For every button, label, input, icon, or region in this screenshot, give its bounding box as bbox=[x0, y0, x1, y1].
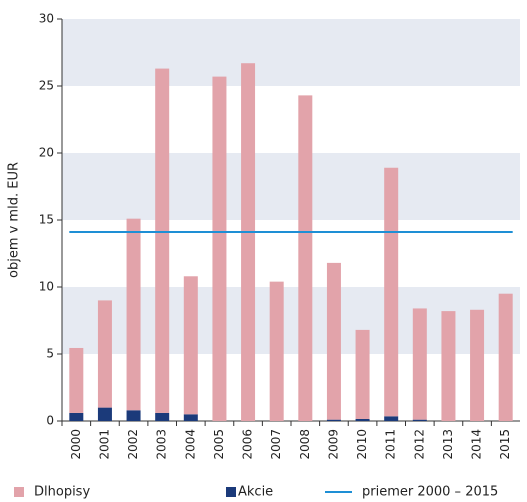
y-tick-label: 5 bbox=[46, 347, 54, 361]
legend-label: priemer 2000 – 2015 bbox=[362, 485, 498, 500]
bar-segment bbox=[97, 407, 112, 421]
y-axis-label: objem v mld. EUR bbox=[7, 162, 22, 278]
bar-segment bbox=[441, 311, 456, 421]
grid-band bbox=[62, 19, 520, 86]
legend-label: Dlhopisy bbox=[34, 485, 90, 500]
legend-label: Akcie bbox=[238, 485, 273, 500]
y-tick-label: 25 bbox=[39, 79, 54, 93]
bar-segment bbox=[384, 167, 399, 417]
legend-swatch bbox=[226, 487, 236, 497]
y-tick-label: 10 bbox=[39, 280, 54, 294]
bar-segment bbox=[470, 309, 485, 421]
y-tick-label: 0 bbox=[46, 414, 54, 428]
bar-segment bbox=[269, 281, 284, 421]
x-tick-label: 2003 bbox=[155, 429, 169, 460]
bar-segment bbox=[97, 300, 112, 408]
y-tick-label: 20 bbox=[39, 146, 54, 160]
x-tick-label: 2005 bbox=[212, 429, 226, 460]
x-tick-label: 2010 bbox=[355, 429, 369, 460]
x-tick-label: 2014 bbox=[470, 429, 484, 460]
bar-segment bbox=[69, 412, 84, 421]
x-tick-label: 2008 bbox=[298, 429, 312, 460]
bar-segment bbox=[412, 419, 427, 421]
bar-segment bbox=[355, 329, 370, 419]
bar-segment bbox=[126, 218, 141, 411]
bar-segment bbox=[69, 347, 84, 413]
bar-segment bbox=[126, 410, 141, 421]
x-tick-label: 2004 bbox=[183, 429, 197, 460]
grid-band bbox=[62, 153, 520, 220]
x-tick-label: 2006 bbox=[241, 429, 255, 460]
x-tick-label: 2007 bbox=[269, 429, 283, 460]
x-tick-label: 2012 bbox=[412, 429, 426, 460]
legend-swatch bbox=[14, 487, 24, 497]
bar-segment bbox=[298, 95, 313, 421]
bar-segment bbox=[412, 308, 427, 420]
x-tick-label: 2015 bbox=[498, 429, 512, 460]
bar-segment bbox=[183, 414, 198, 421]
bar-segment bbox=[326, 419, 341, 421]
bar-segment bbox=[498, 293, 513, 421]
x-tick-label: 2001 bbox=[97, 429, 111, 460]
x-tick-label: 2011 bbox=[384, 429, 398, 460]
bar-segment bbox=[326, 262, 341, 420]
bar-segment bbox=[384, 416, 399, 421]
y-tick-label: 15 bbox=[39, 213, 54, 227]
x-tick-label: 2002 bbox=[126, 429, 140, 460]
x-tick-label: 2000 bbox=[69, 429, 83, 460]
y-tick-label: 30 bbox=[39, 12, 54, 26]
bar-segment bbox=[155, 68, 170, 413]
x-tick-label: 2013 bbox=[441, 429, 455, 460]
bar-segment bbox=[155, 412, 170, 421]
bar-segment bbox=[183, 276, 198, 415]
bar-segment bbox=[241, 63, 256, 421]
x-tick-label: 2009 bbox=[326, 429, 340, 460]
bar-segment bbox=[355, 418, 370, 421]
bar-segment bbox=[212, 76, 227, 422]
